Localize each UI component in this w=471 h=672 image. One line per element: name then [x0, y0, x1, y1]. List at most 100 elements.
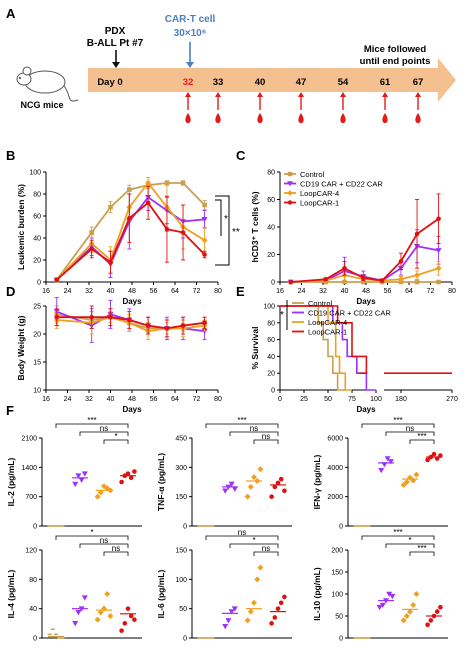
data-point [413, 591, 420, 597]
x-tick-label: 180 [395, 396, 407, 403]
data-point [127, 317, 132, 323]
data-point [403, 613, 410, 619]
data-point [180, 323, 186, 328]
sig-marker: ns [100, 424, 108, 433]
data-point [435, 265, 442, 272]
legend-item: Control [300, 170, 325, 179]
data-point [275, 480, 281, 486]
data-point [145, 200, 151, 206]
data-point [414, 231, 420, 237]
legend-item: CD19 CAR + CD22 CAR [300, 180, 383, 189]
y-tick-label: 20 [33, 258, 41, 265]
data-point [361, 275, 366, 281]
data-point [231, 486, 238, 492]
data-point [75, 610, 82, 616]
data-point [108, 204, 113, 210]
data-point [54, 277, 60, 283]
blood-arrow-head [185, 92, 191, 97]
y-tick-label: 15 [33, 360, 41, 367]
x-tick-label: 64 [171, 288, 179, 295]
data-point [119, 628, 124, 633]
y-tick-label: 100 [331, 592, 343, 599]
x-tick-label: 16 [276, 288, 284, 295]
y-tick-label: 150 [175, 494, 187, 501]
data-point [128, 475, 134, 481]
blood-arrow-head [298, 92, 304, 97]
y-tick-label: 150 [175, 548, 187, 555]
chart-C: 16 24 32 40 48 56 64 72 80 0 20 40 60 80 Days hCD3⁺ T c… [250, 170, 456, 307]
sig-marker: ns [238, 528, 246, 537]
sig-bracket [409, 439, 435, 444]
series-line [56, 316, 205, 330]
survival-curve [280, 305, 368, 375]
data-point [428, 618, 434, 623]
sig-bracket [361, 423, 435, 428]
legend-marker [287, 181, 293, 187]
data-point [254, 576, 261, 583]
data-point [164, 226, 170, 232]
sig-bracket [215, 195, 230, 266]
panel-label-E: E [236, 284, 245, 299]
series-line [290, 218, 440, 283]
y-axis-label: IL-6 (pg/mL) [156, 570, 166, 619]
data-point [81, 471, 88, 477]
y-axis-label: IL-4 (pg/mL) [6, 570, 16, 619]
series-2 [53, 177, 208, 283]
blood-arrow-head [215, 92, 221, 97]
y-tick-label: 2100 [21, 436, 37, 443]
y-axis-label: IL-2 (pg/mL) [6, 458, 16, 507]
blood-arrow-head [340, 92, 346, 97]
data-point [425, 622, 430, 628]
sig-bracket [409, 551, 435, 556]
series-line [56, 181, 206, 281]
data-point [403, 479, 410, 485]
sig-bracket [361, 535, 435, 540]
data-point [104, 485, 111, 492]
blood-drop-icon [415, 113, 421, 123]
sig-bracket [215, 199, 222, 236]
y-tick-label: 0 [271, 388, 275, 395]
data-point [251, 599, 257, 606]
legend-marker [287, 190, 293, 196]
y-tick-label: 80 [29, 577, 37, 584]
sig-marker: ns [406, 424, 414, 433]
x-tick-label: 32 [319, 288, 327, 295]
y-tick-label: 4000 [327, 465, 343, 472]
y-tick-label: 0 [37, 280, 41, 287]
mouse-eye [19, 77, 21, 79]
y-tick-label: 0 [183, 524, 187, 531]
data-point [180, 180, 186, 186]
x-axis-label: Days [356, 297, 376, 306]
data-point [282, 594, 287, 600]
x-tick-label: 80 [448, 288, 456, 295]
data-point [244, 617, 251, 624]
x-tick-label: 80 [214, 288, 222, 295]
legend-item: LoopCAR-4 [300, 189, 339, 198]
sig-bracket [103, 551, 129, 556]
data-point [247, 483, 254, 490]
data-point [145, 323, 151, 328]
data-point [379, 278, 385, 283]
data-point [384, 456, 391, 462]
data-point [272, 484, 278, 490]
x-tick-label: 24 [298, 288, 306, 295]
data-point [72, 621, 79, 627]
x-tick-label: 72 [193, 396, 201, 403]
sig-marker: ns [112, 544, 120, 553]
sig-marker: * [408, 536, 411, 545]
x-tick-label: 56 [384, 288, 392, 295]
x-tick-label: 72 [427, 288, 435, 295]
y-tick-label: 0 [271, 280, 275, 287]
pdx-arrow-head [112, 62, 120, 68]
data-point [89, 230, 94, 235]
data-point [247, 608, 254, 615]
sig-bracket [103, 439, 129, 444]
sig-bracket [229, 431, 279, 436]
x-tick-label: 40 [341, 288, 349, 295]
y-tick-label: 0 [33, 524, 37, 531]
data-point [398, 259, 404, 264]
sig-marker: * [90, 528, 93, 537]
y-tick-label: 150 [331, 570, 343, 577]
